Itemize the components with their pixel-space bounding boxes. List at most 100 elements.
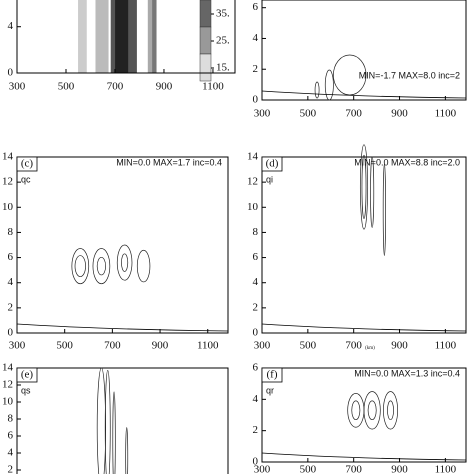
y-tick-label: 10 xyxy=(2,396,14,408)
x-tick-label: 500 xyxy=(300,108,317,120)
x-tick-label: 1100 xyxy=(435,340,457,352)
variable-label: qr xyxy=(266,385,274,395)
contour-line xyxy=(92,248,111,285)
contour-line xyxy=(324,69,334,101)
y-tick-label: 8 xyxy=(8,413,14,425)
x-axis-label: (km) xyxy=(365,346,375,351)
contour-line xyxy=(387,400,394,421)
y-tick-label: 8 xyxy=(8,226,14,238)
panel-label: (f) xyxy=(267,369,278,381)
x-tick-label: 900 xyxy=(391,108,408,120)
plot-frame xyxy=(16,367,229,474)
y-tick-label: 0 xyxy=(253,327,259,339)
contour-line xyxy=(351,400,361,421)
contour-line xyxy=(383,391,399,430)
shaded-field xyxy=(95,0,109,73)
shaded-field xyxy=(115,0,129,73)
contour-line xyxy=(370,156,375,228)
x-tick-label: 700 xyxy=(345,340,362,352)
contour-line xyxy=(96,256,106,276)
plot-frame xyxy=(16,0,236,74)
colorbar-swatch xyxy=(199,0,212,28)
y-tick-label: 2 xyxy=(253,424,259,436)
x-tick-label: 500 xyxy=(58,81,75,93)
x-tick-label: 300 xyxy=(9,340,26,352)
x-tick-label: 500 xyxy=(300,340,317,352)
y-tick-label: 2 xyxy=(253,301,259,313)
y-tick-label: 6 xyxy=(8,251,14,263)
x-tick-label: 300 xyxy=(254,340,271,352)
y-tick-label: 14 xyxy=(2,362,14,374)
y-tick-label: 4 xyxy=(8,447,14,459)
plot-frame xyxy=(261,0,467,101)
y-tick-label: 4 xyxy=(253,393,259,405)
annotation: MIN=0.0 MAX=1.3 inc=0.4 xyxy=(354,368,460,378)
plot-frame xyxy=(261,156,467,334)
y-tick-label: 12 xyxy=(2,176,13,188)
plot-frame xyxy=(16,156,229,334)
x-tick-label: 700 xyxy=(345,108,362,120)
colorbar-label: 15. xyxy=(216,62,230,74)
colorbar-label: 35. xyxy=(216,8,230,20)
annotation: MIN=-1.7 MAX=8.0 inc=2 xyxy=(359,70,460,80)
y-tick-label: 2 xyxy=(253,63,259,75)
shaded-field xyxy=(152,0,157,73)
panel-label-box xyxy=(16,367,38,383)
contour-line xyxy=(382,163,386,256)
contour-line xyxy=(361,154,367,219)
x-tick-label: 900 xyxy=(156,81,173,93)
y-tick-label: 6 xyxy=(253,251,259,263)
contour-line xyxy=(71,248,90,285)
terrain-line xyxy=(261,452,467,461)
colorbar-label: 25. xyxy=(216,35,230,47)
y-tick-label: 4 xyxy=(253,32,259,44)
terrain-line xyxy=(261,90,467,99)
contour-line xyxy=(121,253,129,272)
y-tick-label: 6 xyxy=(253,362,259,374)
y-tick-label: 4 xyxy=(8,276,14,288)
panel-label: (c) xyxy=(21,158,34,170)
contour-line xyxy=(96,367,106,474)
contour-line xyxy=(104,370,111,474)
y-tick-label: 0 xyxy=(253,456,259,468)
x-tick-label: 300 xyxy=(254,464,271,474)
x-tick-label: 300 xyxy=(254,108,271,120)
x-tick-label: 900 xyxy=(152,340,169,352)
x-tick-label: 700 xyxy=(107,81,124,93)
contour-line xyxy=(367,400,377,421)
x-tick-label: 500 xyxy=(300,464,317,474)
panel-label: (e) xyxy=(21,369,34,381)
y-tick-label: 10 xyxy=(247,201,259,213)
contour-line xyxy=(125,427,129,474)
y-tick-label: 10 xyxy=(2,201,14,213)
y-tick-label: 2 xyxy=(8,301,14,313)
panel-label-box xyxy=(261,156,283,172)
x-tick-label: 300 xyxy=(9,81,26,93)
colorbar-swatch xyxy=(199,53,212,82)
y-tick-label: 6 xyxy=(253,1,259,13)
annotation: MIN=0.0 MAX=8.8 inc=2.0 xyxy=(354,157,460,167)
y-tick-label: 0 xyxy=(8,67,14,79)
x-tick-label: 900 xyxy=(391,464,408,474)
contour-line xyxy=(136,249,151,283)
panel-label: (d) xyxy=(266,158,279,170)
y-tick-label: 4 xyxy=(8,20,14,32)
y-tick-label: 2 xyxy=(8,464,14,474)
x-tick-label: 900 xyxy=(391,340,408,352)
x-tick-label: 1100 xyxy=(202,81,224,93)
y-tick-label: 14 xyxy=(2,151,14,163)
colorbar-swatch xyxy=(199,26,212,55)
panel-label-box xyxy=(16,156,38,172)
y-tick-label: 4 xyxy=(253,276,259,288)
y-tick-label: 0 xyxy=(253,94,259,106)
variable-label: qs xyxy=(21,385,31,395)
x-tick-label: 700 xyxy=(345,464,362,474)
x-tick-label: 700 xyxy=(104,340,121,352)
variable-label: qi xyxy=(266,174,273,184)
y-tick-label: 12 xyxy=(2,379,13,391)
x-tick-label: 1100 xyxy=(197,340,219,352)
y-tick-label: 6 xyxy=(8,430,14,442)
x-tick-label: 1100 xyxy=(435,464,457,474)
variable-label: qc xyxy=(21,174,31,184)
